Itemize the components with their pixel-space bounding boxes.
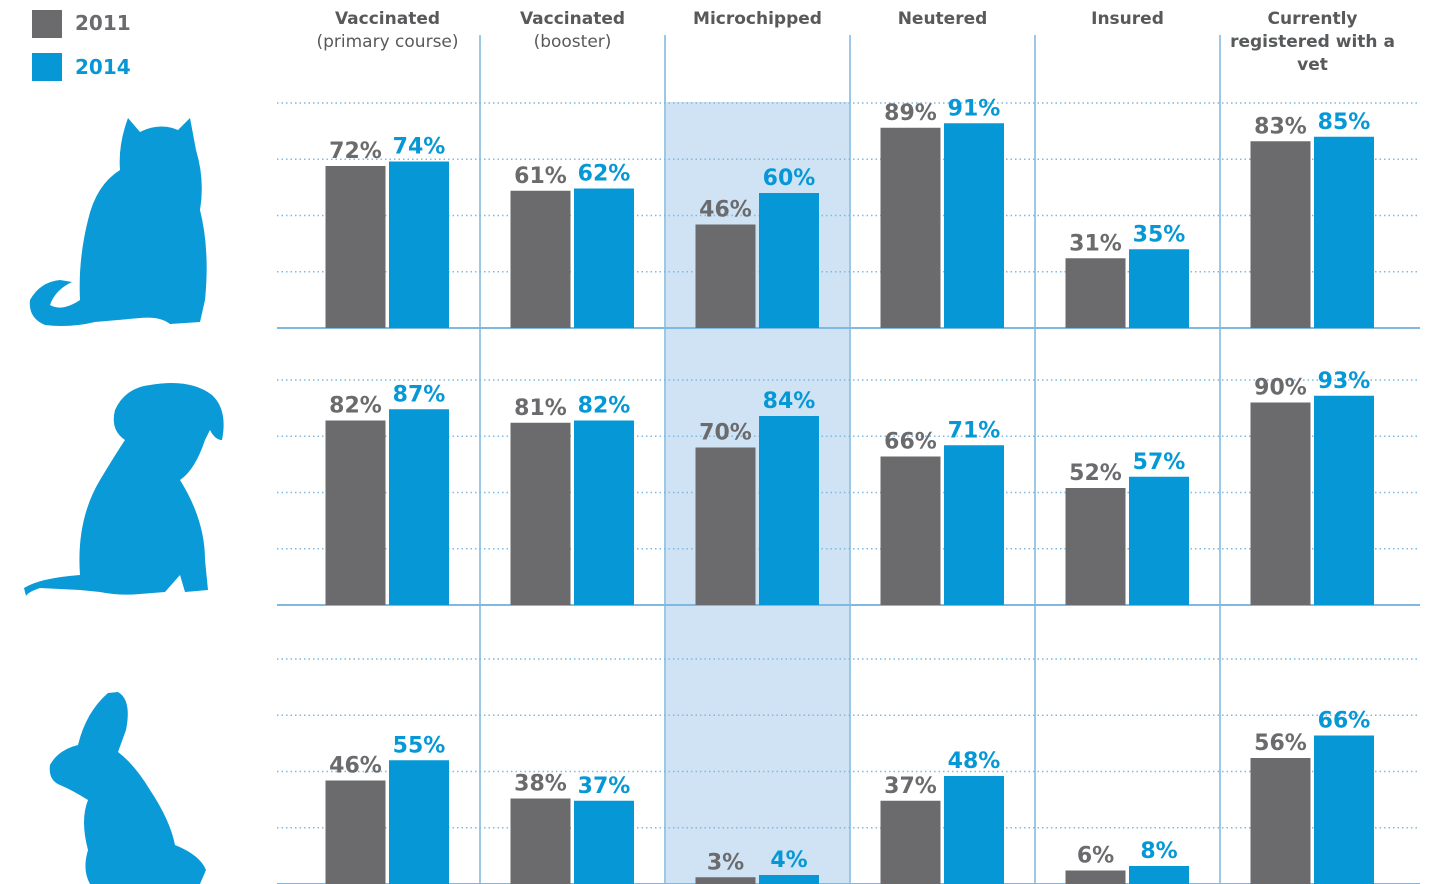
- bar: [511, 799, 571, 884]
- bar: [1314, 736, 1374, 884]
- legend-label: 2014: [75, 55, 131, 79]
- bar: [696, 225, 756, 329]
- bar: [759, 416, 819, 605]
- legend-label: 2011: [75, 11, 131, 35]
- value-label: 87%: [393, 382, 446, 407]
- value-label: 72%: [329, 139, 382, 164]
- bar: [574, 801, 634, 884]
- bar: [881, 801, 941, 884]
- bar: [1314, 137, 1374, 328]
- column-title: Microchipped: [673, 8, 843, 31]
- bar: [511, 191, 571, 328]
- value-label: 83%: [1254, 114, 1307, 139]
- bar: [326, 421, 386, 606]
- value-label: 81%: [514, 396, 567, 421]
- column-header: Neutered: [858, 8, 1028, 31]
- bar: [389, 409, 449, 605]
- value-label: 4%: [770, 848, 807, 873]
- bar: [759, 875, 819, 884]
- value-label: 46%: [329, 754, 382, 779]
- value-label: 74%: [393, 135, 446, 160]
- value-label: 89%: [884, 101, 937, 126]
- value-label: 62%: [578, 162, 631, 187]
- column-title: Currently registered with a vet: [1228, 8, 1398, 77]
- bar: [1066, 488, 1126, 605]
- value-label: 66%: [884, 430, 937, 455]
- value-label: 6%: [1077, 844, 1114, 869]
- bar: [574, 189, 634, 329]
- column-subtitle: (primary course): [303, 31, 473, 54]
- value-label: 56%: [1254, 731, 1307, 756]
- bar: [1129, 477, 1189, 605]
- value-label: 82%: [329, 394, 382, 419]
- bar: [1129, 866, 1189, 884]
- value-label: 38%: [514, 772, 567, 797]
- column-header: Vaccinated(booster): [488, 8, 658, 54]
- bar: [511, 423, 571, 605]
- bar: [326, 781, 386, 884]
- column-title: Insured: [1043, 8, 1213, 31]
- column-header: Vaccinated(primary course): [303, 8, 473, 54]
- value-label: 37%: [884, 774, 937, 799]
- bar: [944, 123, 1004, 328]
- bar: [389, 162, 449, 329]
- bar: [881, 457, 941, 606]
- bar: [944, 776, 1004, 884]
- value-label: 71%: [948, 418, 1001, 443]
- bar: [1251, 403, 1311, 606]
- value-label: 48%: [948, 749, 1001, 774]
- bar: [696, 877, 756, 884]
- bar: [881, 128, 941, 328]
- legend-swatch: [32, 53, 62, 81]
- value-label: 3%: [707, 850, 744, 875]
- chart: 72% 61% 46% 89% 31% 83% 74% 62% 60% 91% 35% 85% 82% 8…: [0, 0, 1430, 884]
- value-label: 57%: [1133, 450, 1186, 475]
- value-label: 84%: [763, 389, 816, 414]
- bar: [1251, 758, 1311, 884]
- bar: [326, 166, 386, 328]
- value-label: 90%: [1254, 376, 1307, 401]
- value-label: 93%: [1318, 369, 1371, 394]
- value-label: 8%: [1140, 839, 1177, 864]
- value-label: 46%: [699, 198, 752, 223]
- column-title: Neutered: [858, 8, 1028, 31]
- column-header: Microchipped: [673, 8, 843, 31]
- bar: [1314, 396, 1374, 605]
- value-label: 85%: [1318, 110, 1371, 135]
- value-label: 55%: [393, 733, 446, 758]
- value-label: 52%: [1069, 461, 1122, 486]
- cat-icon: [30, 118, 207, 326]
- bar: [1251, 141, 1311, 328]
- value-label: 31%: [1069, 231, 1122, 256]
- rabbit-icon: [50, 692, 206, 884]
- bar: [1129, 249, 1189, 328]
- column-subtitle: (booster): [488, 31, 658, 54]
- value-label: 91%: [948, 96, 1001, 121]
- bar: [759, 193, 819, 328]
- bar: [574, 421, 634, 606]
- bar: [1066, 258, 1126, 328]
- bar: [696, 448, 756, 606]
- column-header: Currently registered with a vet: [1228, 8, 1398, 77]
- animal-icons: [24, 118, 224, 884]
- bar: [389, 760, 449, 884]
- page: {"chart_data": [ {"type": "bar", "catego…: [0, 0, 1430, 884]
- column-title: Vaccinated: [488, 8, 658, 31]
- bar: [944, 445, 1004, 605]
- bar: [1066, 871, 1126, 884]
- value-label: 61%: [514, 164, 567, 189]
- value-label: 82%: [578, 394, 631, 419]
- value-label: 66%: [1318, 709, 1371, 734]
- column-title: Vaccinated: [303, 8, 473, 31]
- value-label: 37%: [578, 774, 631, 799]
- value-label: 60%: [763, 166, 816, 191]
- value-label: 70%: [699, 421, 752, 446]
- legend-swatch: [32, 10, 62, 38]
- value-label: 35%: [1133, 222, 1186, 247]
- column-header: Insured: [1043, 8, 1213, 31]
- dog-icon: [24, 383, 224, 596]
